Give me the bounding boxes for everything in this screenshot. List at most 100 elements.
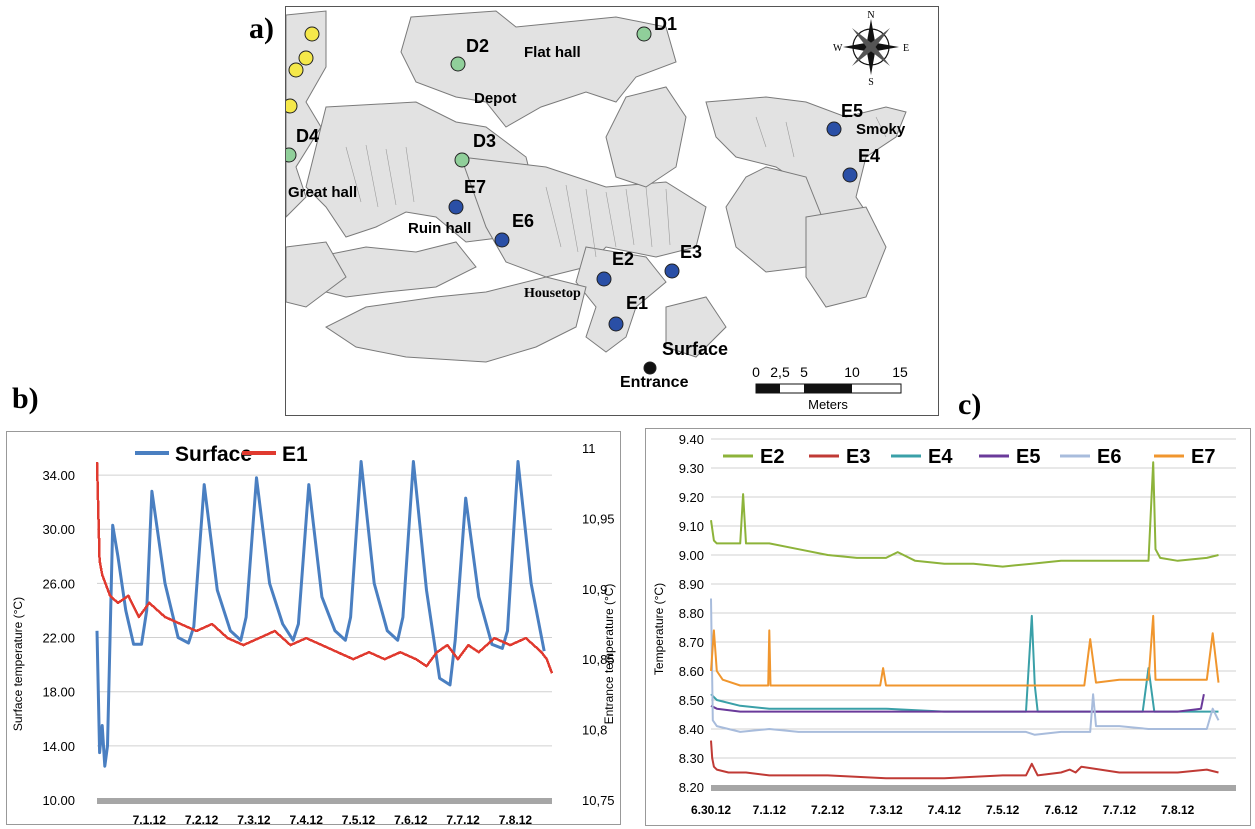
chart-c-x-tick: 7.4.12 (928, 803, 962, 817)
map-point-label-d2: D2 (466, 36, 489, 56)
chart-c-series-e2 (710, 461, 1219, 568)
area-label-smoky: Smoky (856, 121, 906, 138)
map-point-label-e4: E4 (858, 146, 880, 166)
map-point-label-e1: E1 (626, 293, 648, 313)
chart-c-x-tick: 7.6.12 (1044, 803, 1078, 817)
chart-b-y-right-tick: 10,8 (582, 723, 607, 738)
scale-tick-2: 5 (800, 364, 808, 380)
chart-c-y-tick: 8.70 (679, 635, 704, 650)
chart-c-y-tick: 8.30 (679, 751, 704, 766)
chart-c-y-tick: 9.10 (679, 519, 704, 534)
chart-c-y-tick: 9.00 (679, 548, 704, 563)
map-point-e5 (826, 121, 842, 137)
area-label-depot: Depot (474, 90, 517, 107)
chart-b-x-tick: 7.7.12 (446, 813, 480, 824)
chart-c-series-e6 (710, 598, 1220, 736)
map-point-ent (643, 361, 657, 375)
chart-b-y-right-tick: 10,75 (582, 793, 615, 808)
map-point-d2 (450, 56, 466, 72)
chart-c-y-tick: 9.40 (679, 432, 704, 447)
chart-b-y-left-tick: 26.00 (42, 576, 75, 591)
map-point-label-e3: E3 (680, 242, 702, 262)
chart-b-legend-label: Surface (175, 443, 252, 466)
map-point-label-d1: D1 (654, 14, 677, 34)
chart-b-x-tick: 7.1.12 (133, 813, 167, 824)
chart-c-series-e3 (710, 740, 1219, 780)
chart-c-x-tick: 7.8.12 (1161, 803, 1195, 817)
map-hatching (345, 116, 887, 258)
chart-b-legend-label: E1 (282, 443, 308, 466)
map-point-label-e2: E2 (612, 249, 634, 269)
map-point-d4 (286, 147, 297, 163)
map-point-e3 (664, 263, 680, 279)
area-label-great-hall: Great hall (288, 184, 357, 201)
area-label-ruin-hall: Ruin hall (408, 220, 471, 237)
chart-c-y-tick: 8.50 (679, 693, 704, 708)
chart-c-y-tick: 9.20 (679, 490, 704, 505)
chart-c: 8.20 8.30 8.40 8.50 8.60 8.70 8.80 8.90 9.00 9.10… (645, 428, 1251, 826)
map-point-y2 (298, 50, 314, 66)
chart-c-legend-label: E6 (1097, 446, 1121, 468)
chart-b-y-left-tick: 14.00 (42, 739, 75, 754)
compass-s-label: S (868, 77, 874, 88)
compass-w-label: W (833, 43, 843, 54)
area-label-entrance: Entrance (620, 374, 689, 391)
chart-b-y-left-tick: 30.00 (42, 522, 75, 537)
chart-b-x-tick: 7.6.12 (394, 813, 428, 824)
scale-unit-label: Meters (808, 397, 848, 412)
map-point-e1 (608, 316, 624, 332)
chart-c-y-tick: 9.30 (679, 461, 704, 476)
chart-b-series-e1 (95, 462, 554, 674)
chart-b-x-tick: 7.2.12 (185, 813, 219, 824)
chart-c-series-e5 (710, 694, 1205, 713)
chart-b-x-axis (97, 798, 552, 804)
chart-b-series-surface (95, 460, 546, 768)
panel-label-a: a) (249, 12, 274, 45)
chart-c-y-tick: 8.20 (679, 780, 704, 795)
chart-c-series-e7 (710, 614, 1220, 687)
chart-b-y-right-tick: 10,95 (582, 511, 615, 526)
compass-n-label: N (867, 10, 874, 21)
map-point-e7 (448, 199, 464, 215)
chart-b-y-left-tick: 22.00 (42, 631, 75, 646)
chart-b: 10.00 14.00 18.00 22.00 26.00 30.00 34.00 10,75… (6, 431, 621, 825)
compass-rose: N S E W (833, 10, 909, 88)
chart-c-x-tick: 7.7.12 (1103, 803, 1137, 817)
chart-b-x-tick: 7.4.12 (290, 813, 324, 824)
map-point-label-e5: E5 (841, 101, 863, 121)
map-point-d1 (636, 26, 652, 42)
map-point-e2 (596, 271, 612, 287)
chart-b-x-tick: 7.8.12 (499, 813, 533, 824)
map-point-e6 (494, 232, 510, 248)
chart-c-y-tick: 8.60 (679, 664, 704, 679)
scale-tick-0: 0 (752, 364, 760, 380)
chart-b-y-right-tick: 11 (582, 441, 596, 456)
chart-b-x-tick: 7.5.12 (342, 813, 376, 824)
chart-c-x-axis (711, 785, 1236, 791)
chart-c-y-label: Temperature (°C) (652, 583, 666, 675)
panel-label-b: b) (12, 382, 39, 415)
map-point-d3 (454, 152, 470, 168)
panel-label-c: c) (958, 388, 982, 421)
chart-b-y-right-label: Entrance temperature (°C) (602, 584, 616, 725)
chart-b-y-left-tick: 10.00 (42, 793, 75, 808)
area-label-flat-hall: Flat hall (524, 44, 581, 61)
map-point-label-e7: E7 (464, 177, 486, 197)
chart-c-x-tick: 7.1.12 (753, 803, 787, 817)
area-label-housetop: Housetop (524, 286, 581, 301)
chart-c-series-e4 (710, 614, 1219, 713)
chart-c-x-tick: 7.3.12 (869, 803, 903, 817)
cave-map: D1 D2 D3 D4 E1 E2 E3 E4 E5 E6 E7 Flat hall Depot Grea… (285, 6, 939, 416)
map-point-y1 (304, 26, 320, 42)
scale-tick-1: 2,5 (770, 364, 790, 380)
chart-c-legend-label: E4 (928, 446, 953, 468)
map-point-label-d3: D3 (473, 131, 496, 151)
scale-tick-4: 15 (892, 364, 908, 380)
map-point-y3 (288, 62, 304, 78)
chart-b-y-left-tick: 34.00 (42, 468, 75, 483)
scale-bar: 0 2,5 5 10 15 Meters (752, 364, 908, 412)
map-point-y4 (286, 98, 298, 114)
cave-outline (286, 10, 907, 363)
chart-c-legend-label: E5 (1016, 446, 1040, 468)
chart-b-y-left-label: Surface temperature (°C) (11, 597, 25, 731)
